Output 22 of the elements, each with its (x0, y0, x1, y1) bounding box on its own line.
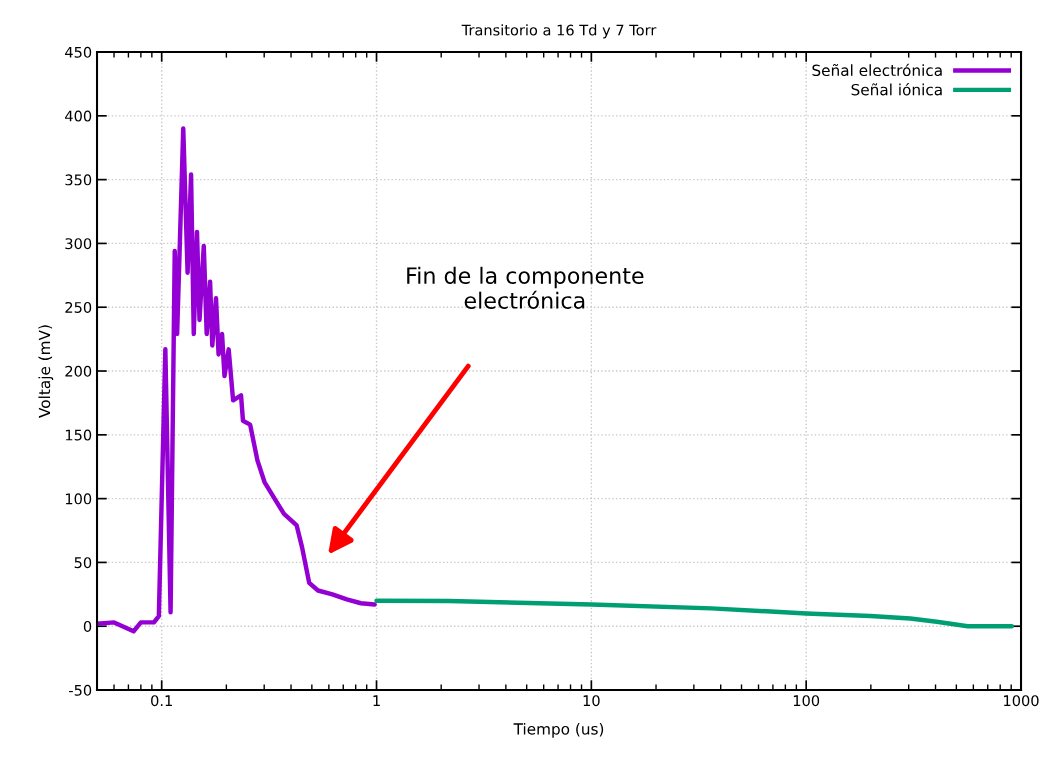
y-tick-label: 300 (65, 238, 92, 250)
x-tick-label: 1 (373, 695, 380, 706)
x-tick-label: 10 (583, 695, 600, 707)
y-tick-label: 250 (65, 301, 92, 313)
x-tick-label: 100 (793, 695, 820, 707)
x-tick-label: 1000 (1004, 695, 1039, 707)
y-tick-label: 150 (65, 429, 92, 441)
legend-label: Señal iónica (851, 83, 942, 96)
annotation: Fin de la componente electrónica (407, 266, 644, 309)
y-tick-label: 100 (65, 493, 92, 505)
legend-label: Señal electrónica (812, 63, 942, 77)
x-tick-label: 0.1 (151, 695, 172, 707)
chart-title: Transitorio a 16 Td y 7 Torr (461, 24, 657, 39)
y-tick-label: 200 (65, 365, 92, 377)
y-tick-label: 450 (65, 46, 92, 58)
y-axis-title: Voltaje (mV) (38, 325, 54, 418)
x-axis-title: Tiempo (us) (513, 722, 604, 738)
y-tick-label: 0 (83, 620, 92, 632)
y-tick-label: -50 (69, 684, 92, 696)
y-tick-label: 400 (65, 110, 92, 122)
y-tick-label: 350 (65, 174, 92, 186)
y-tick-label: 50 (74, 557, 92, 569)
